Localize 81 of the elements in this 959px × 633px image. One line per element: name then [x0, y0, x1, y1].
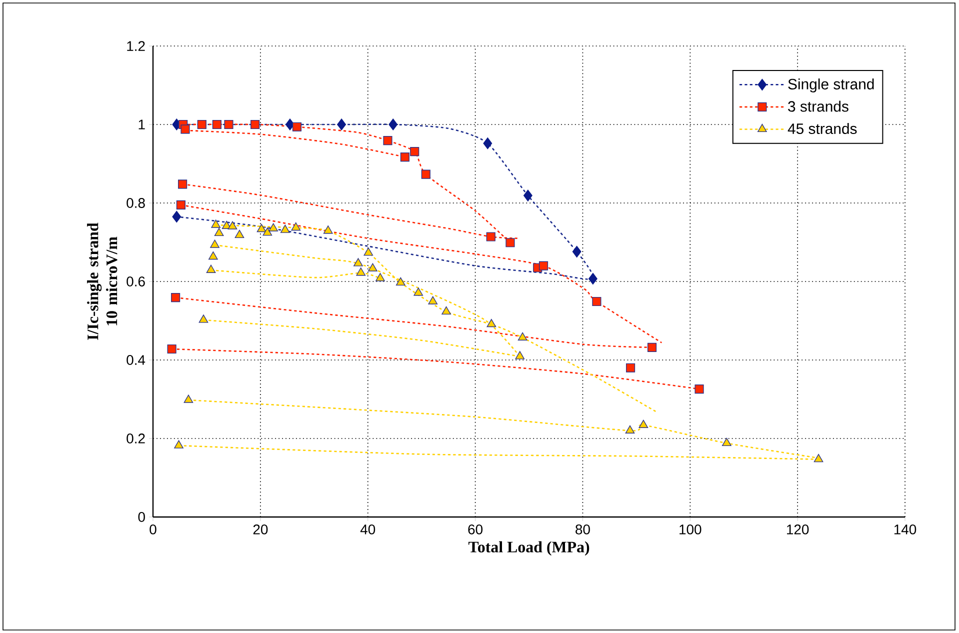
point	[197, 120, 206, 130]
x-axis-title: Total Load (MPa)	[468, 541, 590, 556]
point	[292, 122, 302, 132]
point	[171, 293, 180, 302]
point	[172, 210, 182, 223]
point	[198, 314, 208, 323]
point	[256, 224, 266, 232]
point	[694, 384, 704, 394]
legend-label: Single strand	[788, 78, 874, 92]
point	[208, 251, 218, 260]
point	[588, 272, 598, 285]
point	[286, 118, 294, 130]
point	[176, 200, 186, 210]
x-tick-label: 100	[680, 524, 702, 534]
point	[647, 342, 657, 352]
legend-label: 3 strands	[788, 100, 848, 112]
point	[421, 170, 430, 179]
point	[414, 288, 424, 296]
legend-label: 45 strands	[788, 123, 857, 134]
point	[486, 232, 496, 242]
point	[268, 223, 278, 232]
x-tick-label: 60	[468, 524, 483, 534]
point	[396, 277, 406, 286]
point	[210, 240, 220, 248]
point	[483, 138, 492, 150]
point	[211, 220, 221, 228]
point	[323, 226, 333, 234]
point	[212, 120, 222, 130]
point	[814, 454, 824, 462]
point	[638, 420, 648, 428]
point	[368, 263, 378, 272]
point	[376, 273, 385, 282]
point	[356, 268, 366, 276]
point	[486, 318, 496, 328]
point	[206, 264, 216, 273]
point	[291, 222, 301, 231]
point	[388, 118, 398, 130]
y-tick-label: 0.6	[126, 276, 145, 286]
point	[625, 425, 635, 434]
point	[234, 230, 244, 238]
y-tick-label: 1	[138, 120, 145, 130]
point	[337, 118, 346, 130]
point	[400, 152, 410, 162]
point	[592, 296, 602, 306]
point	[626, 363, 636, 372]
point	[262, 227, 272, 236]
y-axis-title: I/Ic-single strand 10 microV/m	[87, 222, 118, 340]
point	[224, 120, 234, 130]
x-tick-label: 120	[787, 524, 809, 534]
point	[167, 344, 176, 354]
point	[523, 190, 532, 202]
point	[180, 124, 190, 134]
point	[178, 180, 188, 189]
point	[538, 261, 548, 270]
point	[364, 248, 374, 256]
x-tick-label: 0	[150, 524, 156, 534]
point	[174, 440, 184, 448]
point	[410, 147, 420, 156]
point	[428, 296, 438, 304]
point	[228, 221, 238, 230]
point	[515, 351, 525, 360]
y-tick-label: 1.2	[127, 41, 145, 51]
point	[506, 238, 515, 248]
y-tick-label: 0.4	[126, 355, 146, 365]
x-tick-label: 80	[576, 524, 590, 534]
y-tick-label: 0.8	[126, 198, 145, 208]
x-tick-label: 20	[253, 524, 268, 534]
x-tick-label: 40	[360, 524, 376, 534]
y-tick-label: 0.2	[126, 434, 145, 444]
point	[722, 438, 732, 446]
point	[250, 120, 260, 130]
point	[184, 394, 194, 403]
point	[383, 136, 392, 146]
point	[280, 224, 290, 233]
point	[214, 228, 224, 236]
x-tick-label: 140	[894, 524, 916, 534]
point	[572, 246, 582, 258]
point	[518, 332, 528, 340]
point	[354, 258, 363, 266]
point	[442, 306, 451, 315]
y-tick-label: 0	[138, 512, 145, 522]
